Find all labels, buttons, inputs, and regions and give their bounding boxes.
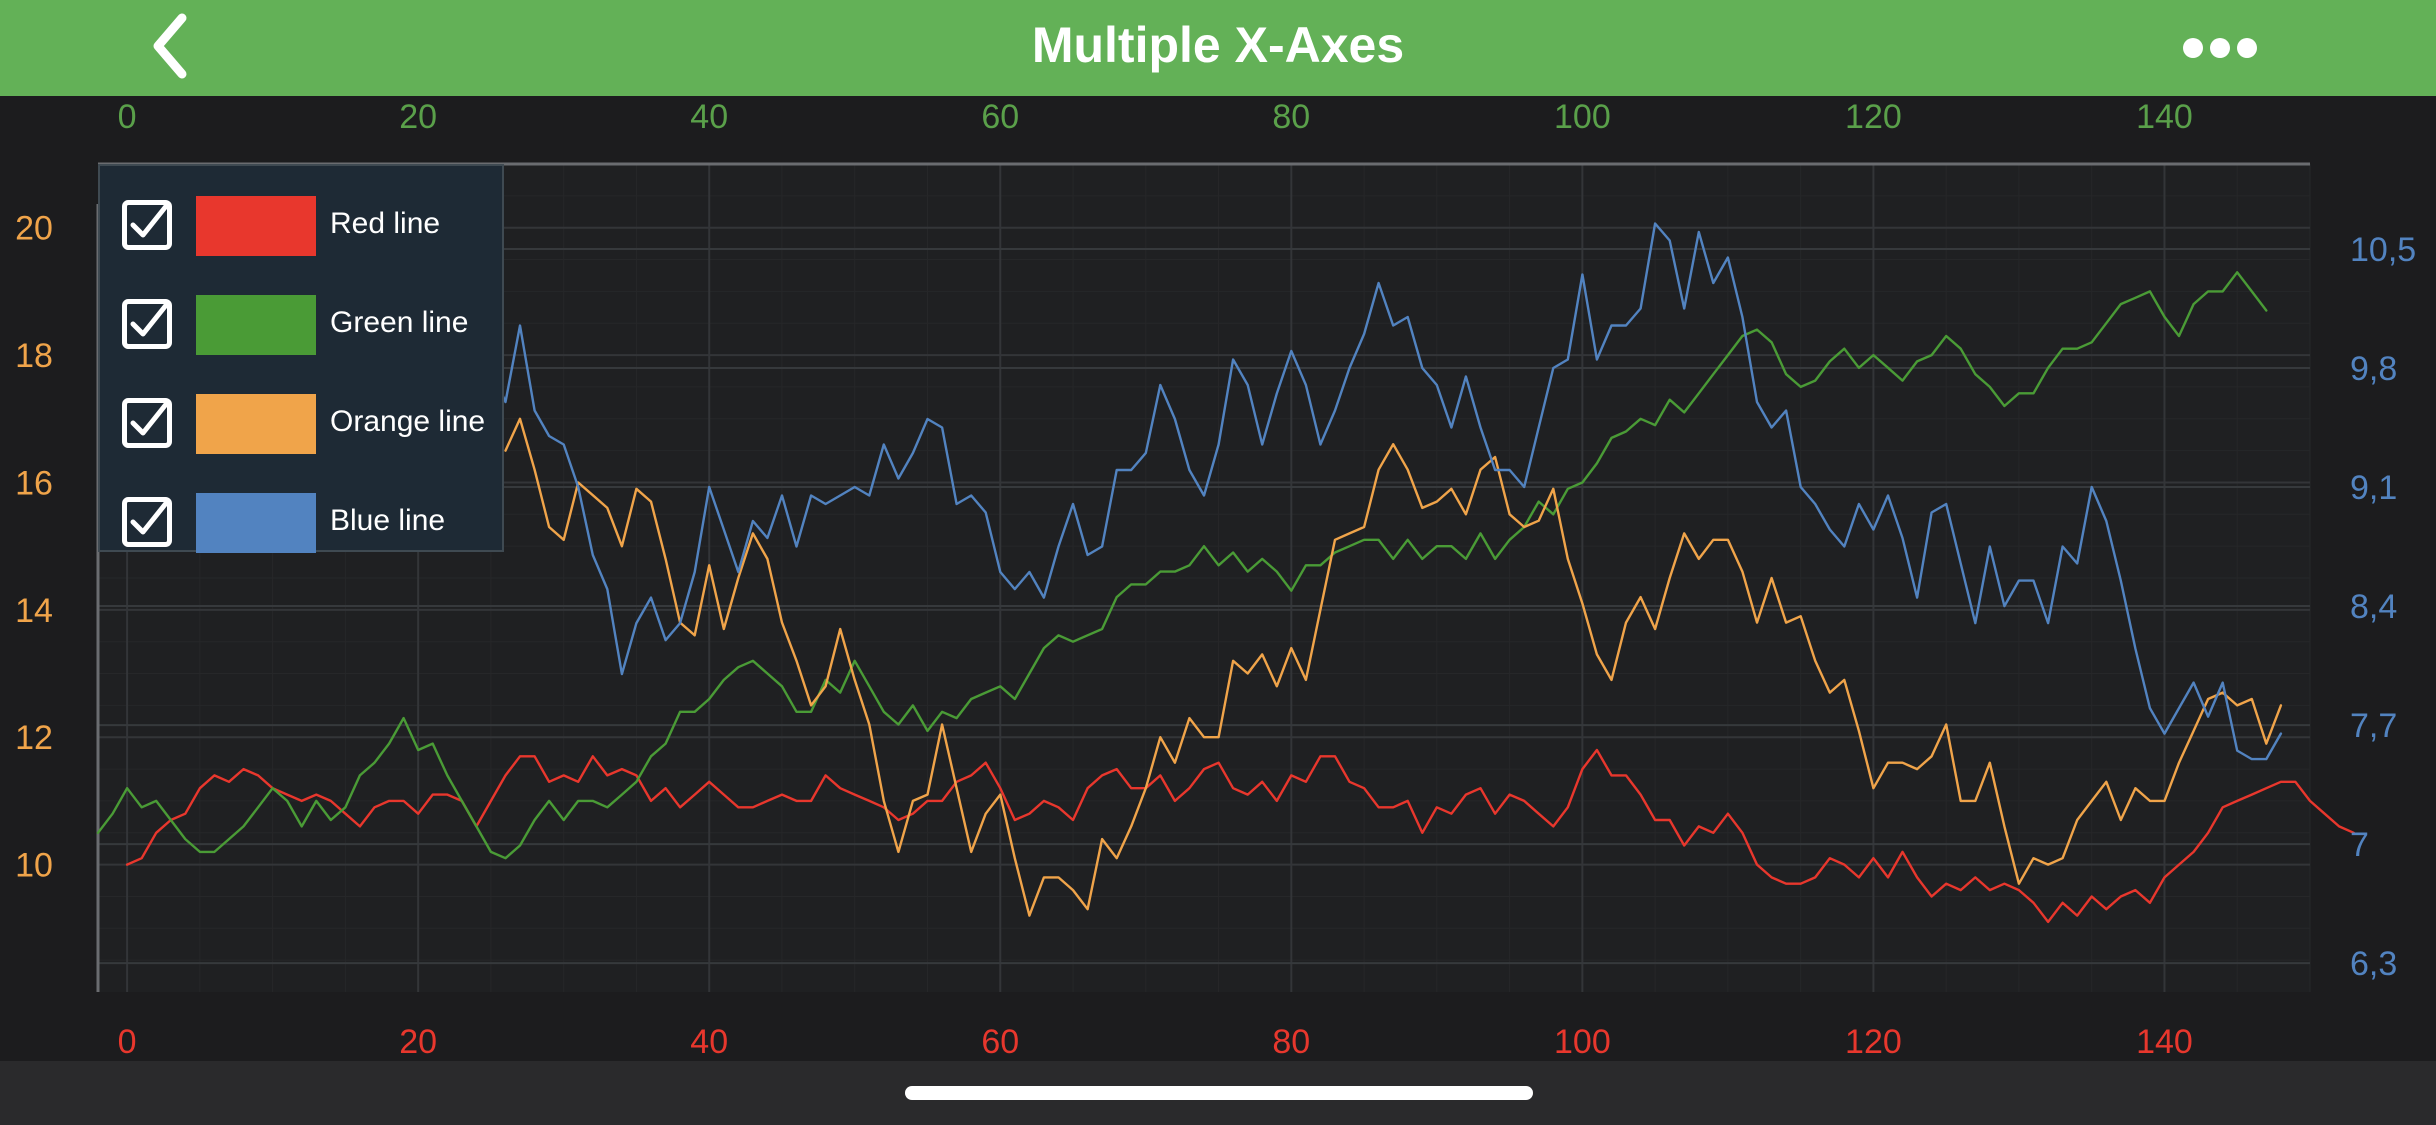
chevron-left-icon (153, 13, 187, 79)
y-right-tick-label: 10,5 (2350, 231, 2416, 269)
legend-swatch (196, 295, 316, 355)
bottom-bar (0, 1061, 2436, 1125)
x-top-tick-label: 0 (118, 98, 137, 136)
legend-swatch (196, 196, 316, 256)
x-top-tick-label: 80 (1272, 98, 1310, 136)
y-left-tick-label: 16 (15, 464, 53, 502)
home-indicator[interactable] (905, 1086, 1533, 1100)
y-left-tick-label: 18 (15, 337, 53, 375)
y-right-tick-label: 9,1 (2350, 469, 2397, 507)
legend-label: Green line (330, 306, 469, 339)
checkbox-checked-icon[interactable] (122, 299, 172, 349)
x-top-tick-label: 60 (981, 98, 1019, 136)
x-bottom-tick-label: 120 (1845, 1023, 1902, 1061)
x-bottom-tick-label: 40 (690, 1023, 728, 1061)
series-green-line (96, 271, 2268, 860)
x-top-tick-label: 100 (1554, 98, 1611, 136)
checkbox-checked-icon[interactable] (122, 497, 172, 547)
series-orange-line (504, 417, 2283, 917)
legend-swatch (196, 394, 316, 454)
more-horizontal-icon (2183, 38, 2257, 58)
legend-item-orange-line[interactable]: Orange line (100, 376, 504, 456)
legend-item-blue-line[interactable]: Blue line (100, 475, 504, 555)
y-right-tick-label: 8,4 (2350, 588, 2397, 626)
legend-label: Orange line (330, 405, 486, 438)
series-red-line (125, 748, 2355, 924)
legend-label: Red line (330, 207, 441, 240)
navigation-bar: Multiple X-Axes (0, 0, 2436, 96)
back-button[interactable] (140, 10, 220, 82)
y-right-tick-label: 6,3 (2350, 945, 2397, 983)
chart-legend: Red line Green line Orange line Blue lin… (98, 164, 504, 555)
y-right-tick-label: 9,8 (2350, 350, 2397, 388)
x-bottom-tick-label: 140 (2136, 1023, 2193, 1061)
x-bottom-tick-label: 0 (118, 1023, 137, 1061)
y-right-tick-label: 7,7 (2350, 707, 2397, 745)
x-bottom-tick-label: 20 (399, 1023, 437, 1061)
more-button[interactable] (2170, 20, 2270, 76)
legend-swatch (196, 493, 316, 553)
x-bottom-tick-label: 60 (981, 1023, 1019, 1061)
y-left-tick-label: 14 (15, 592, 53, 630)
x-top-tick-label: 40 (690, 98, 728, 136)
chart-surface[interactable]: 0 20 40 60 80 100 120 140 0 20 40 60 80 100 120 140 10 12… (0, 96, 2436, 1061)
x-top-tick-label: 120 (1845, 98, 1902, 136)
legend-label: Blue line (330, 504, 446, 537)
legend-item-green-line[interactable]: Green line (100, 277, 504, 357)
y-right-tick-label: 7 (2350, 826, 2369, 864)
y-left-tick-label: 20 (15, 210, 53, 248)
x-top-tick-label: 20 (399, 98, 437, 136)
y-left-tick-label: 10 (15, 847, 53, 885)
x-bottom-tick-label: 100 (1554, 1023, 1611, 1061)
x-top-tick-label: 140 (2136, 98, 2193, 136)
y-left-tick-label: 12 (15, 719, 53, 757)
series-blue-line (489, 222, 2283, 761)
legend-item-red-line[interactable]: Red line (100, 178, 504, 258)
x-bottom-tick-label: 80 (1272, 1023, 1310, 1061)
checkbox-checked-icon[interactable] (122, 200, 172, 250)
page-title: Multiple X-Axes (1031, 17, 1405, 73)
checkbox-checked-icon[interactable] (122, 398, 172, 448)
